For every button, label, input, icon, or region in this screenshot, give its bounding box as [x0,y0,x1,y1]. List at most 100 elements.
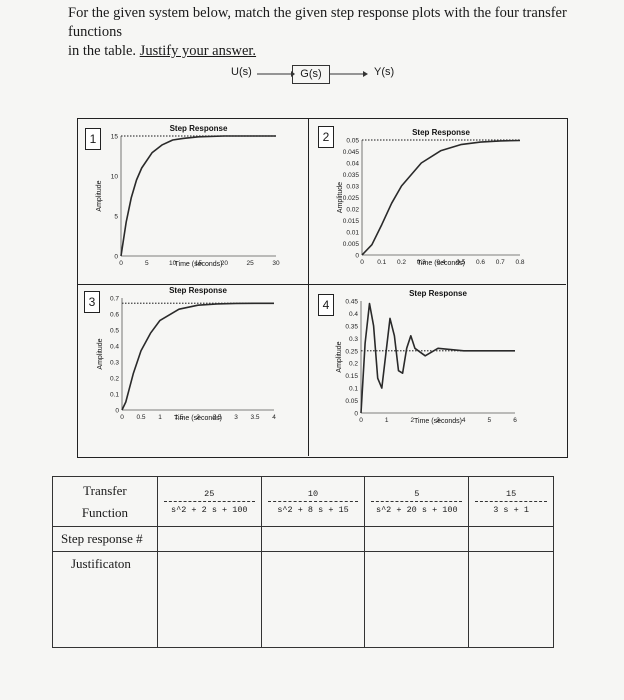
plot-4-response-curve [360,302,515,414]
plot-3-ytick: 0.1 [110,392,119,399]
plot-2-ylabel: Amplitude [337,182,344,213]
tf-cell-4: 15 3 s + 1 [468,476,554,527]
plot-2-ytick: 0.04 [346,161,359,168]
plot-1-xtick: 0 [119,260,123,267]
tf-cell-1: 25 s^2 + 2 s + 100 [156,476,262,527]
plot-4-number: 4 [318,294,334,316]
plot-3-ytick: 0.5 [110,328,119,335]
plot-1-xtick: 25 [247,260,255,267]
plot-4-ylabel: Amplitude [336,341,343,372]
plot-4-xtick: 3 [436,417,440,424]
tf-cell-3: 5 s^2 + 20 s + 100 [364,476,470,527]
answer-cell-4[interactable] [468,526,554,552]
plot-2-xtick: 0.2 [397,259,406,266]
plot-2-xtick: 0.5 [456,259,465,266]
plot-3-xtick: 2.5 [212,414,221,421]
plot-2-ytick: 0.045 [343,149,360,156]
plot-3-ytick: 0.3 [110,360,119,367]
plot-2-response-curve [361,139,521,256]
plot-1-xtick: 15 [195,260,203,267]
plot-1-ytick: 10 [111,174,119,181]
plot-2-ytick: 0 [355,253,359,260]
plot-2-xtick: 0.6 [476,259,485,266]
plot-2-title: Step Response [412,128,470,137]
justification-label: Justificaton [52,551,158,648]
question-line-1: For the given system below, match the gi… [68,5,567,40]
plot-3-ytick: 0.7 [110,296,119,303]
plot-4-ytick: 0.45 [345,299,358,306]
plot-4-xtick: 0 [359,417,363,424]
plot-1-number: 1 [85,128,101,150]
question-line-2: in the table. Justify your answer. [68,43,257,59]
transfer-function-table: Transfer Function 25 s^2 + 2 s + 100 10 s^… [52,476,554,648]
answer-cell-2[interactable] [260,526,366,552]
plot-4-xtick: 6 [513,417,517,424]
plot-1-response-curve [120,135,276,257]
plot-1-ytick: 0 [114,254,118,261]
plot-3-xlabel: Time (seconds) [174,415,222,422]
plot-1-ytick: 15 [111,134,119,141]
plot-4-ytick: 0.4 [349,311,358,318]
transfer-function-label: Transfer Function [52,476,158,527]
plot-2-ytick: 0.01 [346,230,359,237]
plot-1-xtick: 20 [221,260,229,267]
plot-3-ylabel: Amplitude [97,338,104,369]
justification-cell-1[interactable] [156,551,262,648]
plot-4-xtick: 1 [385,417,389,424]
plot-2-ytick: 0.035 [343,172,360,179]
plot-3-xtick: 4 [272,414,276,421]
plot-3-ytick: 0.2 [110,376,119,383]
plot-1-xtick: 30 [272,260,280,267]
plot-2-xtick: 0.8 [515,259,524,266]
plot-1-title: Step Response [170,124,228,133]
plot-2-xtick: 0.4 [436,259,445,266]
plot-3-xtick: 2 [196,414,200,421]
plot-3-xtick: 3 [234,414,238,421]
plot-4-ytick: 0 [354,411,358,418]
plot-4-ytick: 0.2 [349,361,358,368]
plot-4-title: Step Response [409,289,467,298]
plot-2-ytick: 0.015 [343,218,360,225]
plot-2-ytick: 0.03 [346,184,359,191]
plot-2-ytick: 0.005 [343,241,360,248]
plot-4-ytick: 0.15 [345,373,358,380]
plot-4-ytick: 0.1 [349,386,358,393]
plot-3-ytick: 0.4 [110,344,119,351]
plot-3-response-curve [121,302,274,411]
plot-1-ylabel: Amplitude [96,180,103,211]
justification-cell-3[interactable] [364,551,470,648]
output-label: Y(s) [374,66,395,78]
step-response-label: Step response # [52,526,158,552]
justify-instruction: Justify your answer. [139,43,257,59]
justification-cell-4[interactable] [468,551,554,648]
plot-2-ytick: 0.02 [346,207,359,214]
plot-3-number: 3 [84,291,100,313]
plot-2-xtick: 0.1 [377,259,386,266]
plot-4-ytick: 0.25 [345,348,358,355]
plot-1-xlabel: Time (seconds) [175,261,223,268]
plot-3-xtick: 0.5 [136,414,145,421]
plot-4-ytick: 0.05 [345,398,358,405]
question-text: For the given system below, match the gi… [68,4,588,61]
plot-1-ytick: 5 [114,214,118,221]
plot-3-title: Step Response [169,286,227,295]
plot-2-ytick: 0.025 [343,195,360,202]
plot-4-ytick: 0.35 [345,323,358,330]
plot-3-xtick: 1.5 [174,414,183,421]
justification-cell-2[interactable] [260,551,366,648]
plant-block: G(s) [292,65,330,84]
plot-4-xtick: 2 [411,417,415,424]
plot-2-number: 2 [318,126,334,148]
plot-4-xtick: 5 [488,417,492,424]
plot-3-ytick: 0 [115,408,119,415]
plot-4-xtick: 4 [462,417,466,424]
plot-2-ytick: 0.05 [346,138,359,145]
answer-cell-1[interactable] [156,526,262,552]
plot-3-xtick: 1 [158,414,162,421]
input-label: U(s) [231,66,252,78]
plot-2-xtick: 0 [360,259,364,266]
answer-cell-3[interactable] [364,526,470,552]
plot-3-ytick: 0.6 [110,312,119,319]
plot-grid [77,118,568,458]
